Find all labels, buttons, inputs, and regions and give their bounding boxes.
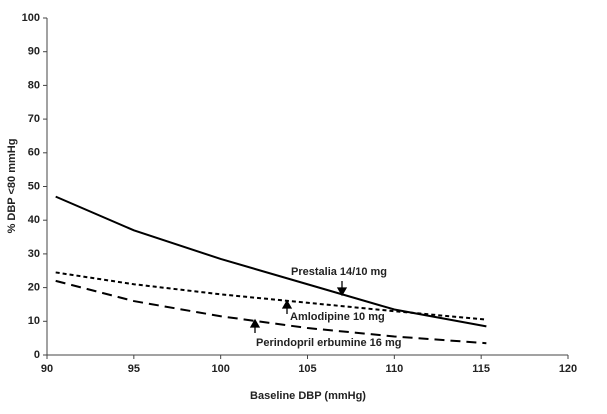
- x-tick-label: 100: [211, 363, 229, 375]
- x-axis-label: Baseline DBP (mmHg): [250, 390, 366, 402]
- series-annotation: Amlodipine 10 mg: [290, 311, 385, 323]
- y-tick-label: 50: [28, 180, 40, 192]
- x-tick-label: 90: [41, 363, 53, 375]
- x-tick-label: 105: [298, 363, 316, 375]
- series-line: [55, 195, 487, 328]
- y-axis-label: % DBP <80 mmHg: [6, 139, 18, 234]
- x-tick-label: 115: [472, 363, 490, 375]
- series-annotation: Prestalia 14/10 mg: [291, 266, 387, 278]
- y-tick-label: 10: [28, 315, 40, 327]
- series-annotation: Perindopril erbumine 16 mg: [256, 337, 401, 349]
- y-tick-label: 60: [28, 147, 40, 159]
- y-tick-label: 100: [22, 12, 40, 24]
- series-line: [55, 279, 487, 345]
- series-line: [55, 271, 487, 321]
- y-tick-label: 20: [28, 282, 40, 294]
- y-tick-label: 40: [28, 214, 40, 226]
- x-tick-label: 95: [128, 363, 140, 375]
- y-tick-label: 80: [28, 79, 40, 91]
- x-tick-label: 120: [559, 363, 577, 375]
- arrows: [249, 281, 348, 333]
- x-tick-label: 110: [385, 363, 403, 375]
- y-tick-label: 30: [28, 248, 40, 260]
- y-tick-label: 90: [28, 46, 40, 58]
- y-tick-label: 70: [28, 113, 40, 125]
- y-tick-label: 0: [34, 349, 40, 361]
